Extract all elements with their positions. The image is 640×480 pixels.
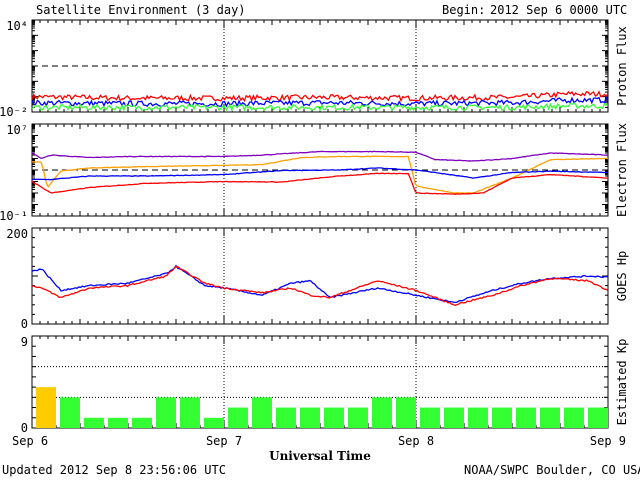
kp-bar xyxy=(132,417,152,428)
y-axis-label: Electron Flux xyxy=(615,123,629,217)
kp-bar xyxy=(276,407,296,428)
x-tick-label: Sep 8 xyxy=(398,434,434,448)
y-tick-label-top: 10⁷ xyxy=(6,123,28,137)
y-tick-label-bottom: 10⁻² xyxy=(0,105,28,119)
y-axis-label: Proton Flux xyxy=(615,26,629,105)
y-tick-label-bottom: 0 xyxy=(21,421,28,435)
kp-bar xyxy=(348,407,368,428)
series-line-red xyxy=(31,172,609,195)
series-line-blue xyxy=(31,264,609,304)
kp-bar xyxy=(60,397,80,428)
begin-value: 2012 Sep 6 0000 UTC xyxy=(490,3,628,17)
y-tick-label-bottom: 0 xyxy=(21,317,28,331)
kp-bar xyxy=(36,387,56,428)
kp-bar xyxy=(204,417,224,428)
chart-title: Satellite Environment (3 day) xyxy=(36,3,246,17)
y-axis-label: GOES Hp xyxy=(615,251,629,302)
series-line-orange xyxy=(31,155,609,194)
kp-bar xyxy=(540,407,560,428)
series-line-blue xyxy=(31,96,609,109)
y-tick-label-top: 10⁴ xyxy=(6,19,28,33)
y-tick-label-top: 9 xyxy=(21,335,28,349)
updated-timestamp: Updated 2012 Sep 8 23:56:06 UTC xyxy=(2,463,226,477)
x-axis-label: Universal Time xyxy=(269,449,371,463)
series-line-blue xyxy=(31,167,609,181)
series-line-red xyxy=(31,90,609,103)
kp-bar xyxy=(420,407,440,428)
kp-bar xyxy=(444,407,464,428)
kp-bar xyxy=(396,397,416,428)
kp-bar xyxy=(516,407,536,428)
kp-bar xyxy=(252,397,272,428)
begin-label: Begin: xyxy=(442,3,486,17)
kp-bar xyxy=(324,407,344,428)
y-tick-label-top: 200 xyxy=(6,227,28,241)
kp-bar xyxy=(84,417,104,428)
kp-bar xyxy=(300,407,320,428)
kp-bar xyxy=(588,407,608,428)
x-tick-label: Sep 7 xyxy=(206,434,242,448)
panel-frame xyxy=(31,227,609,325)
kp-bar xyxy=(108,417,128,428)
series-line-purple xyxy=(31,150,609,162)
kp-bar xyxy=(156,397,176,428)
kp-bar xyxy=(564,407,584,428)
panel-frame xyxy=(31,19,609,113)
y-axis-label: Estimated Kp xyxy=(615,339,629,426)
kp-bar xyxy=(228,407,248,428)
kp-bar xyxy=(468,407,488,428)
x-tick-label: Sep 6 xyxy=(12,434,48,448)
y-tick-label-bottom: 10⁻¹ xyxy=(0,209,28,223)
source-credit: NOAA/SWPC Boulder, CO USA xyxy=(464,463,640,477)
series-line-red xyxy=(31,265,609,306)
series-line-green xyxy=(31,102,609,112)
x-tick-label: Sep 9 xyxy=(590,434,626,448)
kp-bar xyxy=(180,397,200,428)
kp-bar xyxy=(372,397,392,428)
kp-bar xyxy=(492,407,512,428)
